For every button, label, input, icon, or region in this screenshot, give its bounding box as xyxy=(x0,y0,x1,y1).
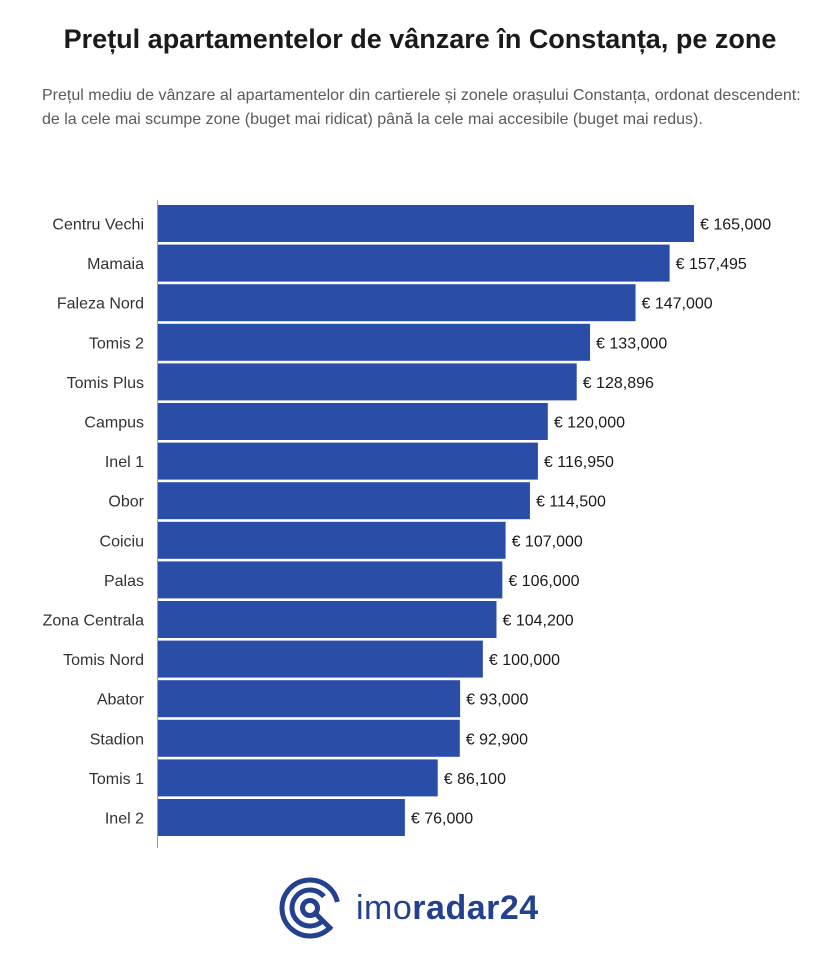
value-label: € 128,896 xyxy=(583,375,654,392)
category-label: Tomis 1 xyxy=(89,771,144,788)
value-label: € 133,000 xyxy=(596,335,667,352)
bar-tomis-plus xyxy=(158,363,577,401)
bar-abator xyxy=(158,680,461,718)
value-label: € 114,500 xyxy=(536,494,606,511)
value-label: € 106,000 xyxy=(508,573,579,590)
bars-layer: Centru Vechi € 165,000 Mamaia € 157,495 Fale… xyxy=(43,205,771,836)
chart-title: Prețul apartamentelor de vânzare în Cons… xyxy=(63,24,777,54)
logo-text-regular: imo xyxy=(356,888,413,927)
value-label: € 92,900 xyxy=(466,731,528,748)
category-label: Inel 2 xyxy=(105,811,144,828)
bar-tomis-nord xyxy=(158,640,483,678)
value-label: € 116,950 xyxy=(544,454,614,471)
category-label: Mamaia xyxy=(87,256,144,273)
bar-faleza-nord xyxy=(158,284,636,322)
category-label: Abator xyxy=(97,692,145,709)
category-label: Tomis 2 xyxy=(89,335,144,352)
bar-campus xyxy=(158,403,548,440)
bar-inel-1 xyxy=(158,442,538,480)
value-label: € 165,000 xyxy=(700,217,771,234)
imoradar24-logo: imoradar24 xyxy=(278,876,539,940)
value-label: € 76,000 xyxy=(411,811,473,828)
chart-subtitle: Prețul mediu de vânzare al apartamentelo… xyxy=(42,87,801,128)
category-label: Coiciu xyxy=(100,533,144,550)
value-label: € 157,495 xyxy=(676,256,747,273)
category-label: Obor xyxy=(108,494,144,511)
bar-mamaia xyxy=(158,244,670,282)
category-label: Tomis Nord xyxy=(63,652,144,669)
category-label: Faleza Nord xyxy=(57,296,144,313)
logo-text-bold: radar24 xyxy=(412,888,539,927)
bar-zona-centrala xyxy=(158,601,497,638)
bar-obor xyxy=(158,482,530,520)
category-label: Centru Vechi xyxy=(52,217,144,234)
category-label: Tomis Plus xyxy=(67,375,144,392)
value-label: € 86,100 xyxy=(444,771,506,788)
bar-chart: Centru Vechi € 165,000 Mamaia € 157,495 Fale… xyxy=(43,200,771,848)
category-label: Campus xyxy=(84,415,144,432)
bar-tomis-1 xyxy=(158,759,438,797)
value-label: € 147,000 xyxy=(642,296,713,313)
category-label: Inel 1 xyxy=(105,454,144,471)
category-label: Zona Centrala xyxy=(43,613,144,630)
category-label: Palas xyxy=(104,573,144,590)
value-label: € 93,000 xyxy=(466,692,528,709)
bar-stadion xyxy=(158,719,460,757)
bar-inel-2 xyxy=(158,799,405,836)
bar-coiciu xyxy=(158,521,506,559)
radar-logo-icon xyxy=(279,877,341,939)
bar-palas xyxy=(158,561,503,599)
value-label: € 100,000 xyxy=(489,652,560,669)
category-label: Stadion xyxy=(90,731,144,748)
value-label: € 107,000 xyxy=(512,533,583,550)
bar-centru-vechi xyxy=(158,205,694,242)
logo-wordmark: imoradar24 xyxy=(356,889,539,928)
value-label: € 104,200 xyxy=(502,613,573,630)
value-label: € 120,000 xyxy=(554,415,625,432)
bar-tomis-2 xyxy=(158,323,591,361)
